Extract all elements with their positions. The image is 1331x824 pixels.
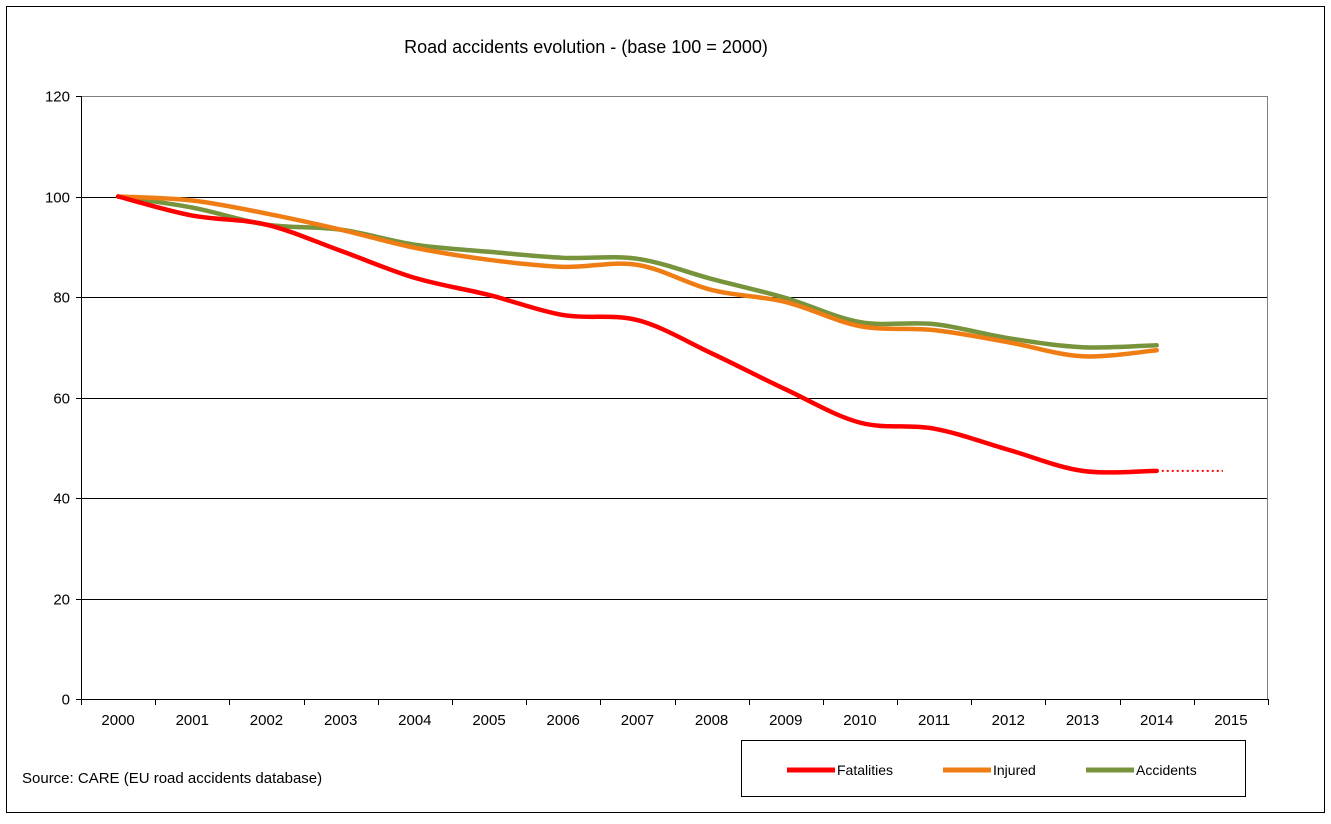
legend-label-accidents: Accidents <box>1136 762 1197 778</box>
x-tick-label-2000: 2000 <box>101 712 134 729</box>
y-axis-tick-labels: 0 20 40 60 80 100 120 <box>45 89 70 709</box>
x-tick-label-2008: 2008 <box>695 712 728 729</box>
x-axis-tick-labels: 2000 2001 2002 2003 2004 2005 2006 2007 2008 2009… <box>101 712 1247 729</box>
x-tick-label-2014: 2014 <box>1140 712 1173 729</box>
x-tick-label-2006: 2006 <box>547 712 580 729</box>
x-tick-label-2001: 2001 <box>176 712 209 729</box>
data-series <box>115 194 1223 475</box>
legend: Fatalities Injured Accidents <box>741 740 1246 797</box>
axes <box>76 96 1269 705</box>
y-tick-label-120: 120 <box>45 89 70 106</box>
legend-label-injured: Injured <box>993 762 1036 778</box>
x-tick-label-2009: 2009 <box>769 712 802 729</box>
y-tick-label-0: 0 <box>62 692 70 709</box>
source-note: Source: CARE (EU road accidents database… <box>22 770 322 787</box>
x-tick-label-2004: 2004 <box>398 712 431 729</box>
chart-border <box>6 6 1325 813</box>
x-tick-label-2011: 2011 <box>918 712 950 729</box>
chart-title: Road accidents evolution - (base 100 = 2… <box>404 37 768 57</box>
y-tick-label-40: 40 <box>53 491 70 508</box>
y-tick-label-20: 20 <box>53 592 70 609</box>
x-tick-label-2005: 2005 <box>472 712 505 729</box>
x-tick-label-2003: 2003 <box>324 712 357 729</box>
x-tick-label-2007: 2007 <box>621 712 654 729</box>
y-tick-label-100: 100 <box>45 190 70 207</box>
legend-label-fatalities: Fatalities <box>837 762 893 778</box>
y-tick-label-80: 80 <box>53 290 70 307</box>
series-line-fatalities <box>115 194 1159 475</box>
x-tick-label-2012: 2012 <box>992 712 1025 729</box>
x-tick-label-2013: 2013 <box>1066 712 1099 729</box>
x-tick-label-2015: 2015 <box>1214 712 1247 729</box>
x-tick-label-2010: 2010 <box>843 712 876 729</box>
y-tick-label-60: 60 <box>53 391 70 408</box>
series-line-injured <box>115 194 1159 359</box>
x-tick-label-2002: 2002 <box>250 712 283 729</box>
series-line-accidents <box>115 194 1159 350</box>
